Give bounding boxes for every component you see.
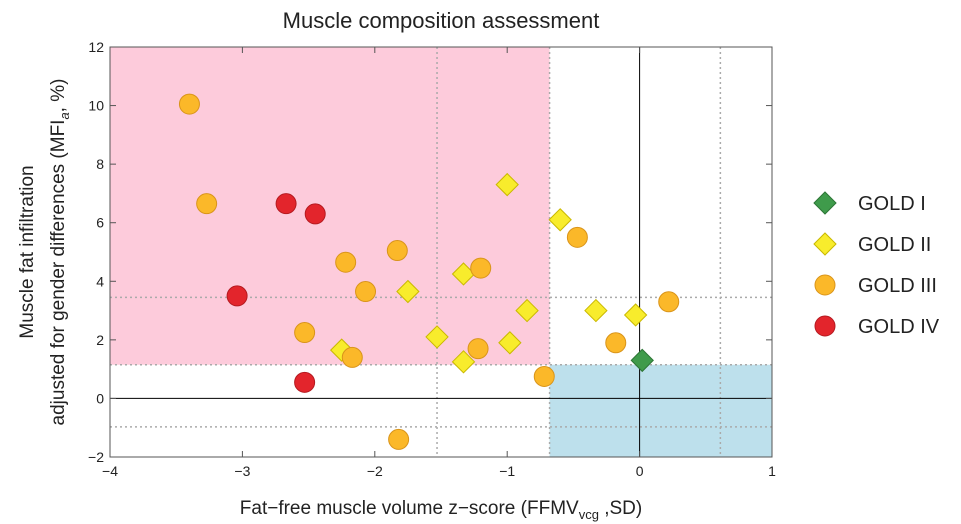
legend: GOLD I GOLD II GOLD III GOLD IV bbox=[813, 191, 940, 338]
legend-marker bbox=[814, 274, 836, 296]
reference-lines bbox=[110, 47, 772, 457]
data-point bbox=[396, 279, 420, 304]
legend-marker bbox=[814, 315, 836, 337]
legend-label: GOLD II bbox=[858, 234, 931, 256]
data-point bbox=[178, 93, 200, 115]
chart-title: Muscle composition assessment bbox=[283, 8, 600, 33]
legend-label: GOLD I bbox=[858, 193, 926, 215]
data-point bbox=[304, 203, 326, 225]
data-point bbox=[386, 240, 408, 262]
data-point bbox=[294, 371, 316, 393]
y-label-text: adjusted for gender differences (MFI bbox=[48, 120, 69, 426]
data-point bbox=[467, 338, 489, 360]
shaded-region bbox=[549, 364, 772, 457]
x-tick-label: −1 bbox=[499, 463, 515, 479]
axes: −4 −3 −2 −1 0 1 −2 0 2 4 6 8 10 12 bbox=[88, 39, 776, 479]
y-tick-label: −2 bbox=[88, 449, 104, 465]
y-tick-label: 2 bbox=[96, 332, 104, 348]
plot-frame bbox=[109, 46, 773, 458]
data-point bbox=[341, 346, 363, 368]
x-label-text: Fat−free muscle volume z−score (FFMV bbox=[240, 498, 579, 519]
x-label-subscript: vcg bbox=[579, 507, 599, 522]
data-point bbox=[355, 281, 377, 303]
y-label-line2: adjusted for gender differences (MFIa, %… bbox=[48, 79, 72, 426]
legend-label: GOLD III bbox=[858, 275, 937, 297]
data-point bbox=[584, 298, 608, 323]
data-point bbox=[226, 285, 248, 307]
data-point bbox=[294, 322, 316, 344]
y-tick-label: 0 bbox=[96, 390, 104, 406]
regions bbox=[110, 47, 772, 457]
x-label-suffix: ,SD) bbox=[599, 498, 642, 519]
y-tick-label: 10 bbox=[88, 98, 104, 114]
y-label-subscript: a bbox=[57, 112, 72, 119]
shaded-region bbox=[110, 47, 550, 365]
y-tick-label: 6 bbox=[96, 215, 104, 231]
data-point bbox=[425, 325, 449, 349]
x-tick-label: −4 bbox=[102, 463, 118, 479]
data-point bbox=[495, 172, 519, 197]
y-label-line1: Muscle fat infiltration bbox=[17, 165, 38, 338]
y-label-suffix: , %) bbox=[48, 79, 69, 113]
data-point bbox=[335, 251, 357, 273]
data-point bbox=[623, 303, 648, 327]
x-tick-label: −2 bbox=[367, 463, 383, 479]
data-point bbox=[498, 331, 522, 355]
x-tick-label: −3 bbox=[234, 463, 250, 479]
data-point bbox=[388, 428, 410, 450]
marks bbox=[178, 93, 680, 450]
x-tick-label: 0 bbox=[636, 463, 644, 479]
data-point bbox=[275, 193, 297, 215]
legend-marker bbox=[813, 191, 837, 215]
data-point bbox=[548, 208, 572, 232]
data-point bbox=[470, 257, 492, 279]
y-tick-label: 12 bbox=[88, 39, 104, 55]
x-axis-label: Fat−free muscle volume z−score (FFMVvcg … bbox=[240, 498, 642, 522]
data-point bbox=[658, 291, 680, 313]
data-point bbox=[451, 350, 476, 374]
legend-marker bbox=[813, 232, 837, 256]
y-axis-label: Muscle fat infiltration adjusted for gen… bbox=[17, 79, 72, 426]
data-point bbox=[630, 348, 654, 373]
data-point bbox=[605, 332, 627, 354]
x-tick-label: 1 bbox=[768, 463, 776, 479]
data-point bbox=[196, 193, 218, 215]
data-point bbox=[533, 365, 555, 387]
data-point bbox=[566, 226, 588, 248]
data-point bbox=[515, 298, 539, 323]
y-tick-label: 4 bbox=[96, 273, 104, 289]
legend-label: GOLD IV bbox=[858, 316, 940, 338]
y-tick-label: 8 bbox=[96, 156, 104, 172]
